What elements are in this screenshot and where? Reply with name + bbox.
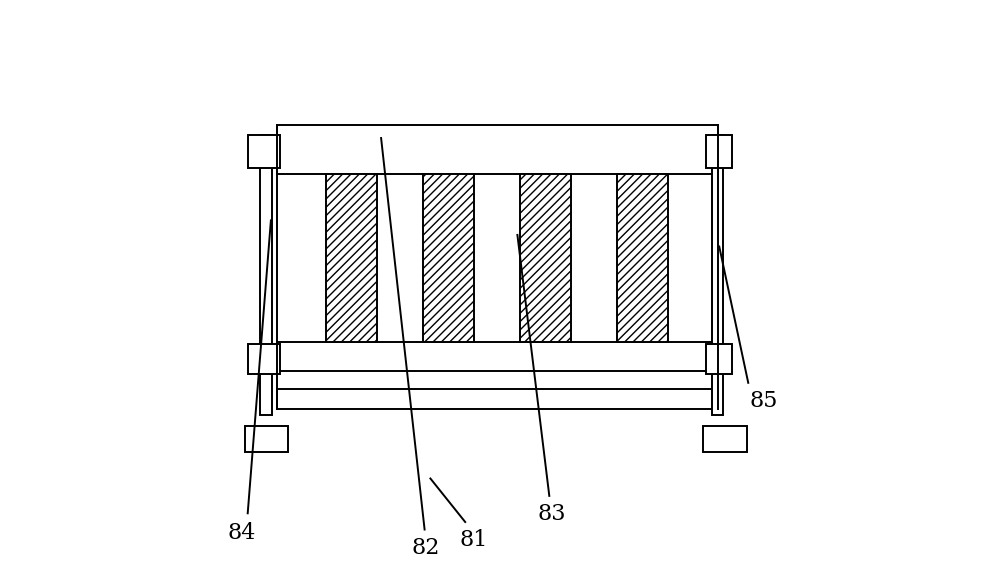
Bar (520, 174, 571, 342)
Bar (706, 135, 732, 168)
Bar (326, 174, 377, 342)
Text: 81: 81 (460, 529, 488, 551)
Text: 82: 82 (412, 536, 440, 559)
Bar (423, 174, 474, 342)
Text: 84: 84 (228, 522, 256, 544)
Bar (245, 426, 288, 452)
Bar (703, 426, 746, 452)
Bar (277, 389, 718, 409)
Bar (277, 342, 718, 371)
Bar (277, 125, 718, 174)
Bar (712, 135, 723, 415)
Text: 85: 85 (750, 390, 778, 412)
Bar (248, 344, 280, 374)
Bar (706, 344, 732, 374)
Bar (248, 135, 280, 168)
Bar (617, 174, 668, 342)
Bar (260, 135, 272, 415)
Text: 83: 83 (538, 503, 566, 525)
